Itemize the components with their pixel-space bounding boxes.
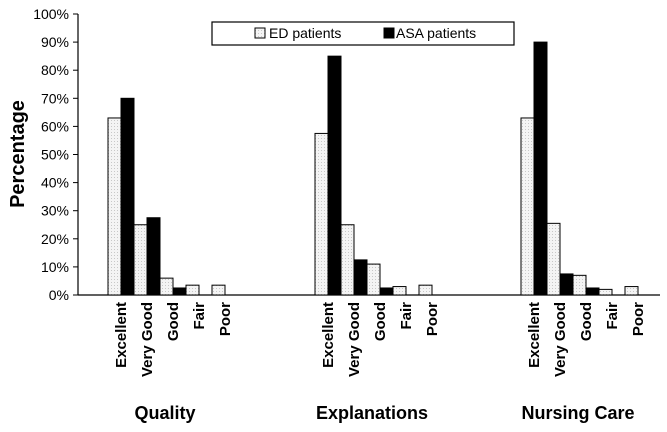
category-label: Excellent	[113, 302, 130, 368]
category-label: Very Good	[139, 302, 156, 377]
bar-ed-quality-good	[159, 277, 174, 296]
category-label: Poor	[217, 302, 234, 336]
bar-ed-explanations-very-good	[340, 224, 355, 296]
y-tick-label: 50%	[41, 147, 69, 163]
category-label: Good	[372, 302, 389, 341]
category-label: Good	[165, 302, 182, 341]
bar-asa-nursing-care-excellent	[533, 41, 548, 296]
category-label: Fair	[604, 302, 621, 330]
group-label: Explanations	[316, 403, 428, 423]
y-tick-label: 20%	[41, 231, 69, 247]
category-label: Very Good	[346, 302, 363, 377]
bar-ed-nursing-care-excellent	[520, 117, 535, 296]
bar-ed-nursing-care-fair	[598, 288, 613, 296]
y-tick-label: 0%	[49, 287, 69, 303]
bar-asa-quality-very-good	[146, 217, 161, 296]
bar-ed-nursing-care-poor	[624, 286, 639, 296]
bar-ed-explanations-poor	[418, 284, 433, 296]
y-tick-label: 10%	[41, 259, 69, 275]
bar-ed-quality-very-good	[133, 224, 148, 296]
y-axis-label: Percentage	[7, 100, 29, 208]
y-tick-label: 90%	[41, 34, 69, 50]
bar-asa-explanations-good	[379, 287, 394, 296]
bar-ed-quality-excellent	[107, 117, 122, 296]
category-label: Fair	[191, 302, 208, 330]
bar-ed-nursing-care-good	[572, 274, 587, 296]
bar-ed-quality-poor	[211, 284, 226, 296]
y-tick-label: 60%	[41, 118, 69, 134]
category-label: Fair	[398, 302, 415, 330]
category-label: Poor	[424, 302, 441, 336]
category-label: Poor	[630, 302, 647, 336]
bar-ed-explanations-fair	[392, 286, 407, 296]
bar-asa-nursing-care-good	[585, 287, 600, 296]
bar-asa-explanations-excellent	[327, 55, 342, 296]
bar-asa-quality-good	[172, 287, 187, 296]
bar-ed-nursing-care-very-good	[546, 222, 561, 296]
category-label: Excellent	[320, 302, 337, 368]
y-tick-label: 80%	[41, 62, 69, 78]
category-label: Very Good	[552, 302, 569, 377]
y-tick-label: 70%	[41, 90, 69, 106]
legend-label-asa: ASA patients	[396, 25, 476, 41]
legend-label-ed: ED patients	[269, 25, 341, 41]
category-label: Excellent	[526, 302, 543, 368]
bar-ed-explanations-excellent	[314, 132, 329, 296]
bar-ed-explanations-good	[366, 263, 381, 296]
legend-box	[211, 21, 515, 46]
group-label: Quality	[134, 403, 195, 423]
legend-swatch-asa	[383, 27, 395, 39]
bar-asa-nursing-care-very-good	[559, 273, 574, 296]
bar-asa-explanations-very-good	[353, 259, 368, 296]
y-tick-label: 100%	[33, 6, 69, 22]
category-label: Good	[578, 302, 595, 341]
legend-swatch-ed	[254, 27, 266, 39]
group-label: Nursing Care	[521, 403, 634, 423]
bar-ed-quality-fair	[185, 284, 200, 296]
y-tick-label: 40%	[41, 175, 69, 191]
y-tick-label: 30%	[41, 203, 69, 219]
bar-asa-quality-excellent	[120, 97, 135, 296]
